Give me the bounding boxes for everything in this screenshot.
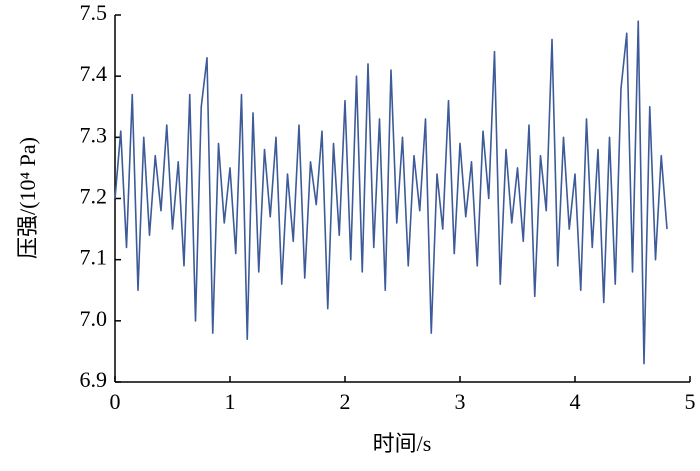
y-axis-label: 压强/(10⁴ Pa) <box>15 137 40 259</box>
x-tick-label: 1 <box>225 389 236 414</box>
y-tick-label: 7.2 <box>80 184 108 209</box>
x-tick-label: 5 <box>685 389 696 414</box>
y-tick-label: 6.9 <box>80 367 108 392</box>
x-tick-label: 2 <box>340 389 351 414</box>
y-tick-label: 7.5 <box>80 0 108 25</box>
data-line <box>114 20 668 365</box>
x-tick-label: 0 <box>110 389 121 414</box>
y-tick-label: 7.3 <box>80 122 108 147</box>
y-tick-label: 7.0 <box>80 306 108 331</box>
y-tick-label: 7.4 <box>80 61 108 86</box>
x-tick-label: 3 <box>455 389 466 414</box>
x-axis-label: 时间/s <box>373 431 432 456</box>
x-tick-label: 4 <box>570 389 581 414</box>
y-tick-label: 7.1 <box>80 245 108 270</box>
